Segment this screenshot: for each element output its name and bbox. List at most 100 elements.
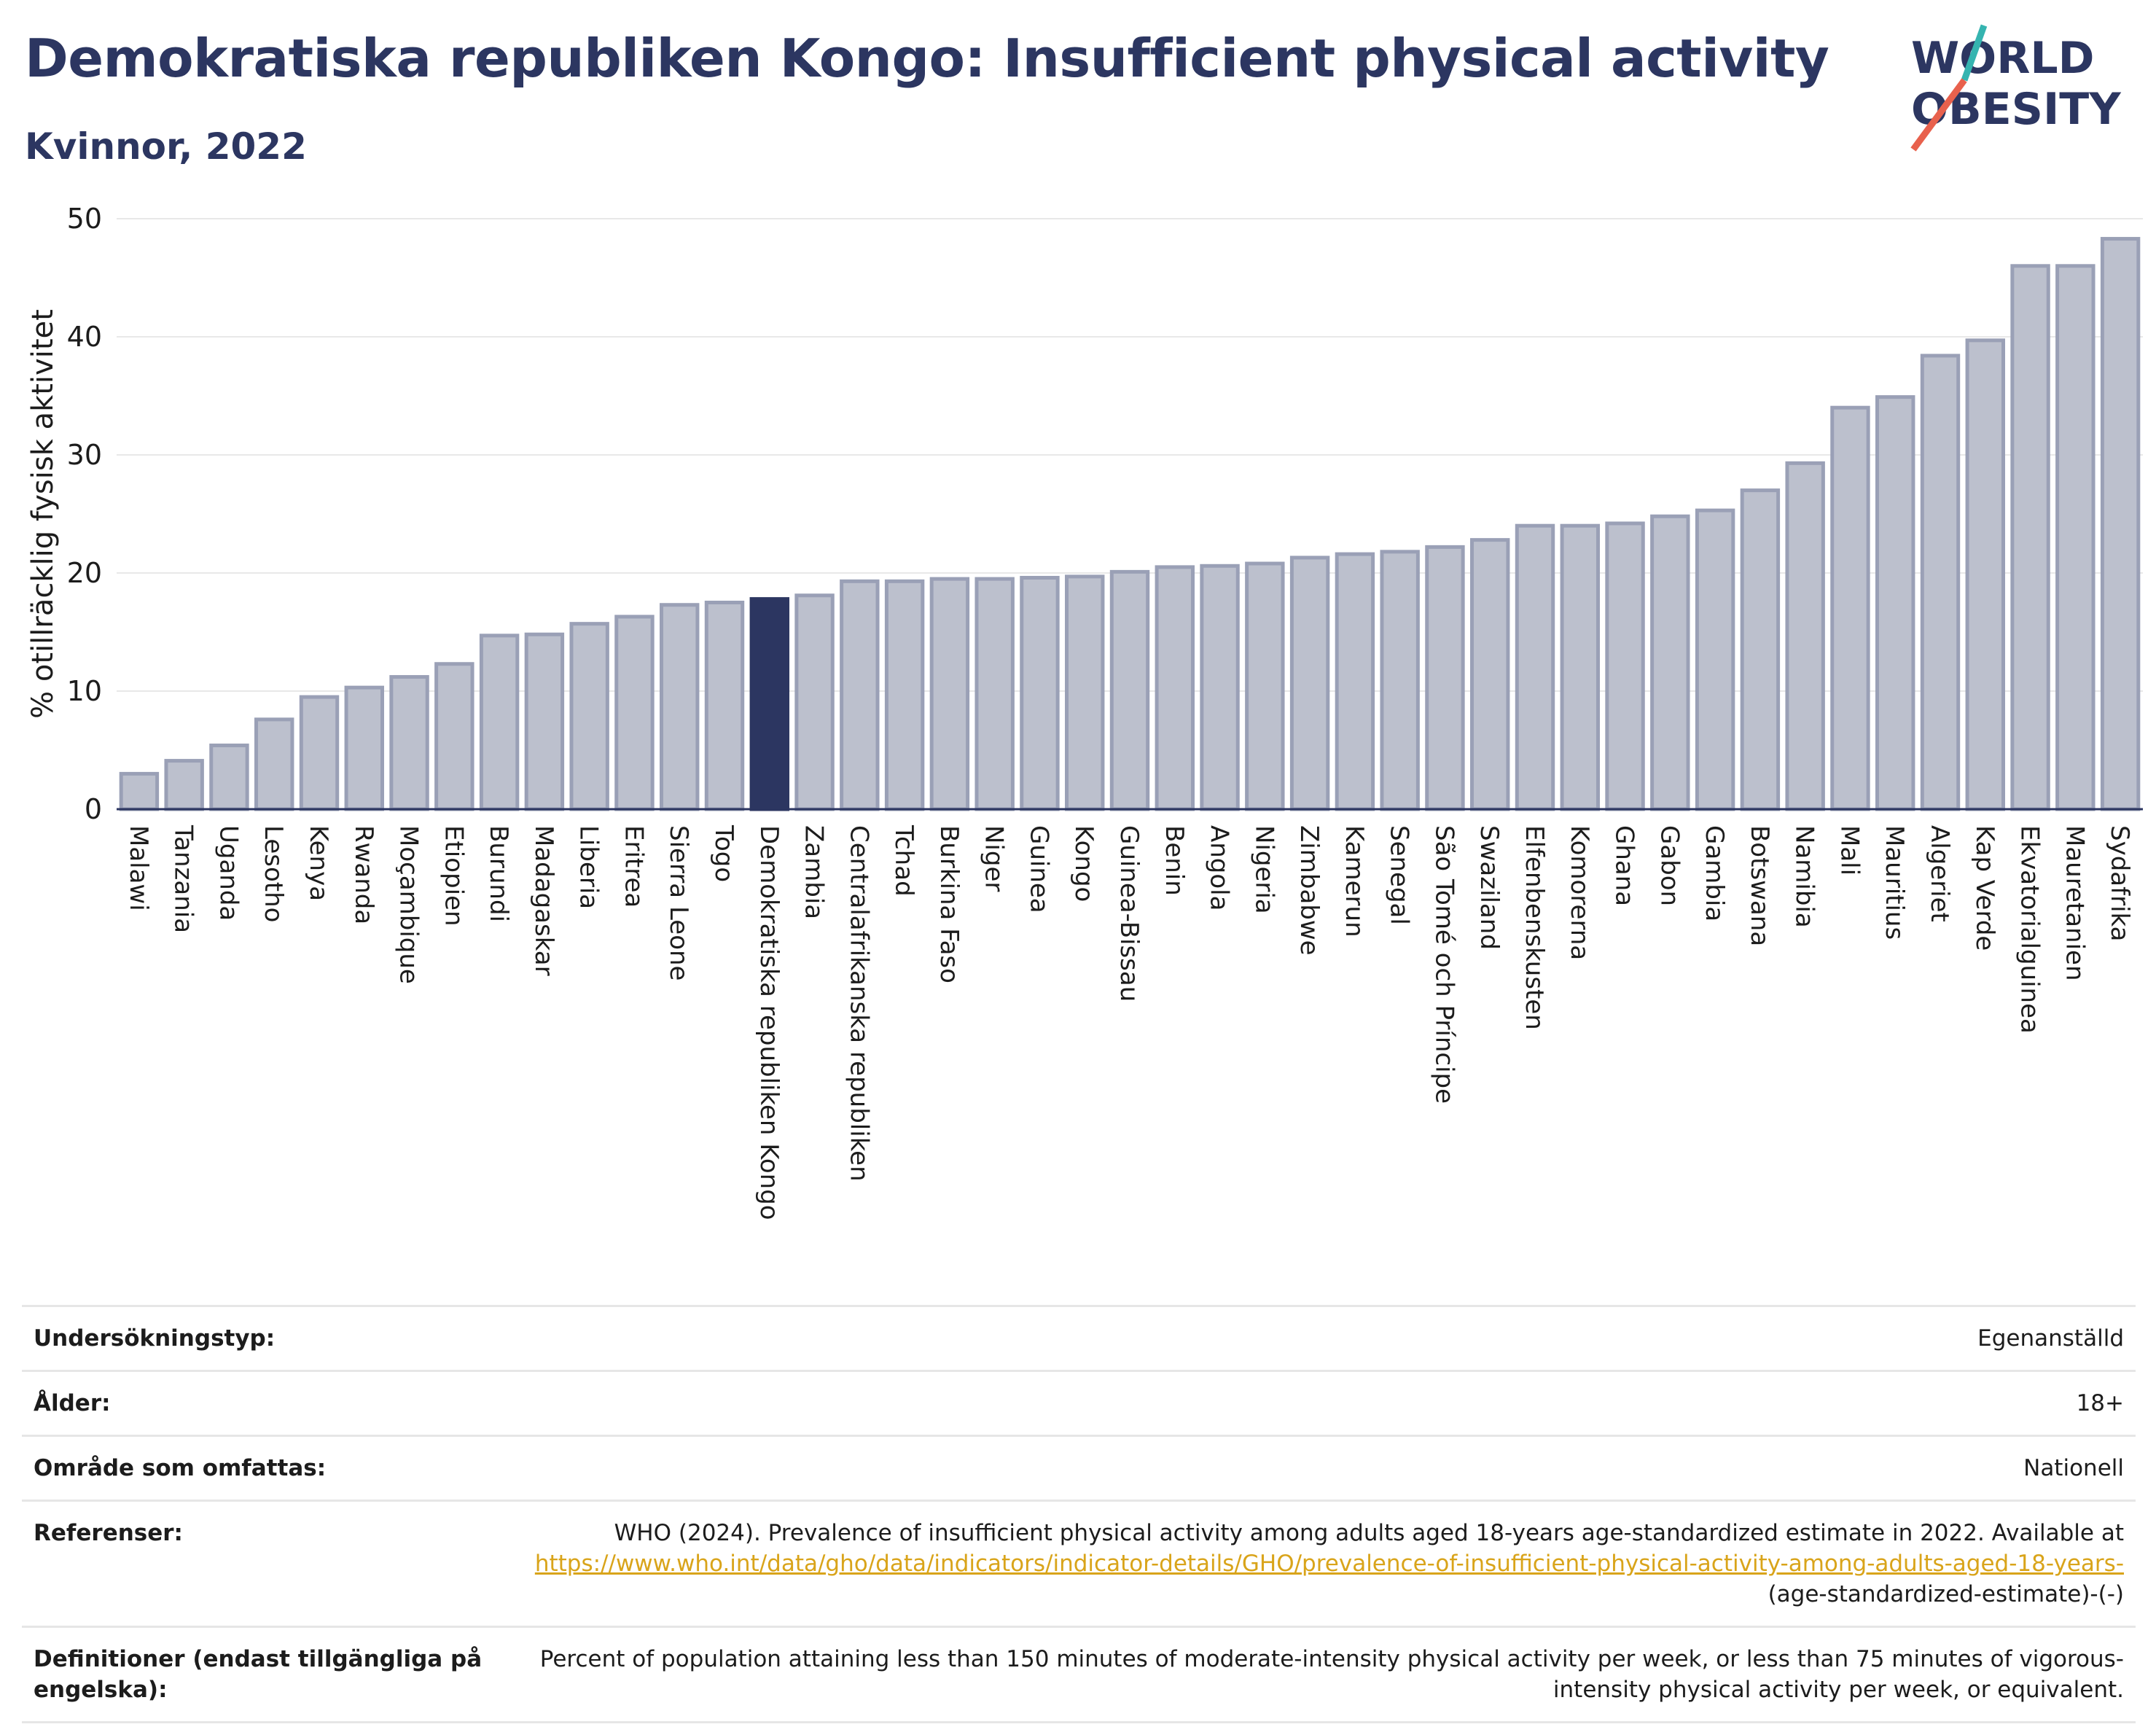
- x-tick-label: Burkina Faso: [934, 825, 964, 983]
- x-tick-label: Madagaskar: [529, 825, 558, 976]
- x-tick-label: Sydafrika: [2105, 825, 2134, 941]
- bar: [2055, 264, 2096, 811]
- bar: [1245, 561, 1285, 811]
- bar: [1020, 575, 1060, 811]
- y-tick-label: 0: [85, 793, 102, 825]
- x-tick-label: Malawi: [124, 825, 153, 911]
- x-tick-label: Ekvatorialguinea: [2015, 825, 2044, 1034]
- bar: [1605, 521, 1645, 811]
- info-key: Definitioner (endast tillgängliga på eng…: [22, 1626, 497, 1723]
- bar: [1650, 514, 1690, 811]
- chart-title: Demokratiska republiken Kongo: Insuffici…: [25, 28, 1829, 89]
- x-tick-label: Gabon: [1655, 825, 1684, 906]
- x-tick-label: Burundi: [484, 825, 513, 922]
- x-tick-label: Benin: [1160, 825, 1189, 896]
- info-row-age: Ålder: 18+: [22, 1370, 2136, 1436]
- info-table: Undersökningstyp: Egenanställd Ålder: 18…: [22, 1305, 2136, 1723]
- chart-subtitle: Kvinnor, 2022: [25, 125, 307, 168]
- bar: [840, 579, 880, 811]
- x-tick-label: Moçambique: [394, 825, 423, 984]
- y-tick-label: 20: [67, 557, 102, 589]
- bar: [614, 615, 655, 811]
- bar: [884, 579, 925, 811]
- x-tick-label: Centralafrikanska republiken: [844, 825, 873, 1182]
- x-tick-label: Rwanda: [349, 825, 378, 924]
- bar: [1515, 523, 1555, 811]
- bar: [1875, 395, 1915, 811]
- bar: [254, 717, 294, 811]
- x-tick-label: Zimbabwe: [1294, 825, 1324, 956]
- y-axis-ticks: 0 10 20 30 40 50: [67, 203, 102, 825]
- bar: [524, 632, 565, 811]
- bar-highlighted: [749, 597, 789, 811]
- x-tick-label: Lesotho: [259, 825, 288, 922]
- logo-slash-bottom: [1910, 78, 1967, 152]
- bar: [1965, 338, 2005, 811]
- info-key: Undersökningstyp:: [22, 1305, 497, 1371]
- x-tick-label: Algeriet: [1925, 825, 1954, 922]
- bar: [1830, 405, 1870, 811]
- x-tick-label: Angola: [1205, 825, 1234, 911]
- x-tick-label: Etiopien: [439, 825, 468, 927]
- bar: [119, 771, 160, 811]
- x-tick-label: Mauritius: [1880, 825, 1909, 940]
- x-tick-label: Demokratiska republiken Kongo: [754, 825, 784, 1220]
- x-tick-label: Senegal: [1385, 825, 1414, 925]
- world-obesity-logo: WORLD OBESITY: [1910, 24, 2122, 152]
- info-row-definitions: Definitioner (endast tillgängliga på eng…: [22, 1626, 2136, 1723]
- x-tick-label: São Tomé och Príncipe: [1429, 825, 1458, 1104]
- x-tick-label: Botswana: [1745, 825, 1774, 946]
- x-axis-labels: Malawi Tanzania Uganda Lesotho Kenya Rwanda Mo…: [124, 824, 2134, 1220]
- info-value: Egenanställd: [497, 1305, 2136, 1371]
- x-tick-label: Sierra Leone: [664, 825, 693, 980]
- bar: [660, 603, 700, 811]
- bar: [1920, 354, 1961, 811]
- x-tick-label: Togo: [709, 824, 738, 882]
- info-key: Område som omfattas:: [22, 1435, 497, 1501]
- x-tick-label: Tchad: [889, 824, 918, 897]
- bar: [1065, 574, 1105, 811]
- references-value: WHO (2024). Prevalence of insufficient p…: [497, 1500, 2136, 1627]
- y-tick-label: 50: [67, 203, 102, 235]
- bar: [2010, 264, 2050, 811]
- logo-slash-top: [1961, 24, 1988, 82]
- bar: [1335, 552, 1375, 811]
- bar: [704, 601, 745, 811]
- y-tick-label: 40: [67, 321, 102, 353]
- x-tick-label: Tanzania: [169, 824, 198, 933]
- info-row-survey-type: Undersökningstyp: Egenanställd: [22, 1305, 2136, 1371]
- x-tick-label: Guinea-Bissau: [1114, 825, 1144, 1002]
- bar: [1425, 545, 1465, 811]
- bar: [569, 622, 609, 811]
- bar: [929, 577, 970, 811]
- y-axis-title: % otillräcklig fysisk aktivitet: [26, 309, 60, 719]
- info-key: Ålder:: [22, 1370, 497, 1436]
- bar: [1740, 488, 1781, 811]
- bar: [1470, 538, 1510, 811]
- x-tick-label: Zambia: [800, 825, 829, 919]
- bar: [794, 593, 835, 811]
- bar: [1200, 564, 1240, 811]
- info-row-coverage: Område som omfattas: Nationell: [22, 1435, 2136, 1501]
- x-tick-label: Kap Verde: [1970, 825, 1999, 951]
- bar-chart: 0 10 20 30 40 50 Malawi Tanzania Uganda Lesotho K…: [26, 203, 2143, 1220]
- bar: [389, 675, 429, 811]
- bar: [209, 744, 249, 811]
- info-value: 18+: [497, 1370, 2136, 1436]
- x-tick-label: Kamerun: [1340, 825, 1369, 937]
- bar: [164, 759, 204, 811]
- x-tick-label: Komorerna: [1565, 825, 1594, 960]
- x-tick-label: Swaziland: [1475, 825, 1504, 950]
- bar: [1785, 461, 1825, 811]
- bar: [1560, 523, 1600, 811]
- bar: [1289, 555, 1330, 811]
- references-link[interactable]: https://www.who.int/data/gho/data/indica…: [534, 1551, 2124, 1577]
- x-tick-label: Elfenbenskusten: [1520, 825, 1549, 1030]
- x-tick-label: Nigeria: [1249, 825, 1278, 914]
- references-tail: (age-standardized-estimate)-(-): [1768, 1581, 2124, 1607]
- bar: [975, 577, 1015, 811]
- bar: [2100, 237, 2141, 811]
- x-tick-label: Namibia: [1790, 825, 1819, 928]
- x-tick-label: Niger: [980, 825, 1009, 892]
- bar: [1155, 565, 1195, 811]
